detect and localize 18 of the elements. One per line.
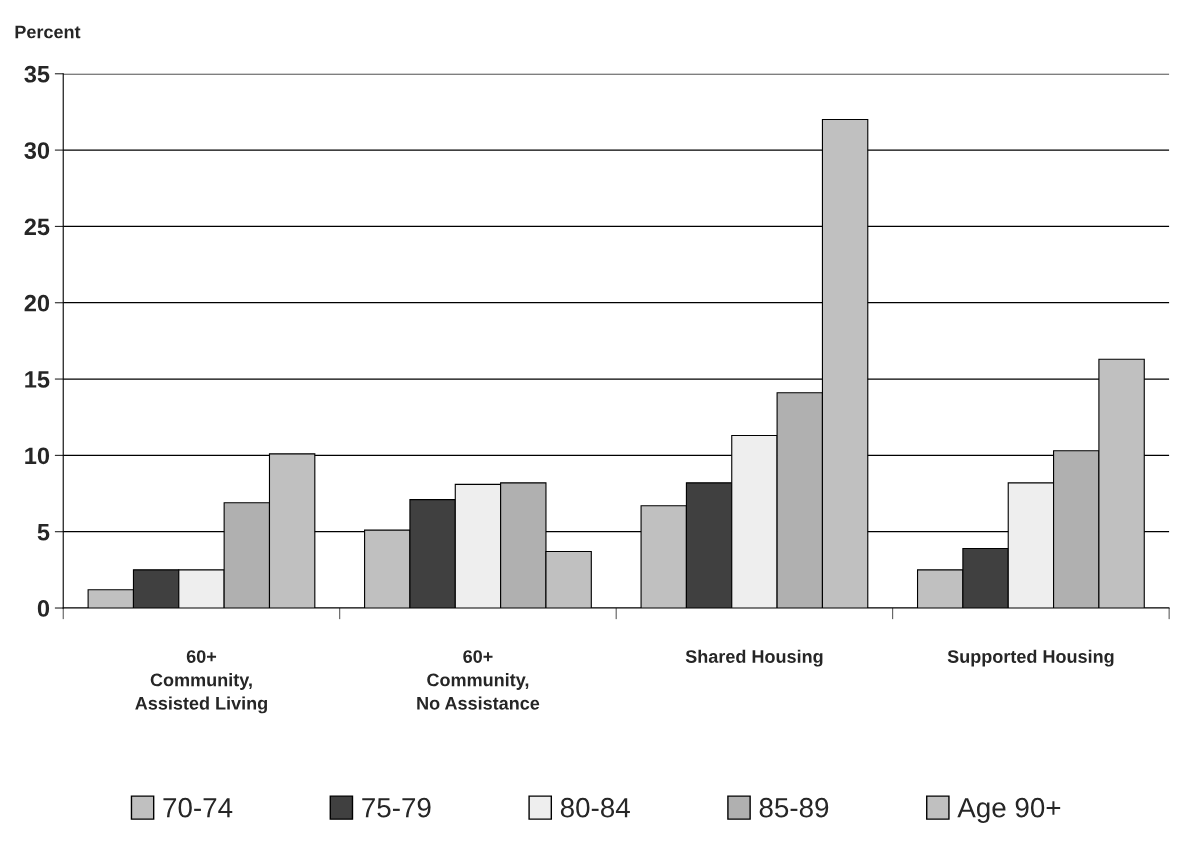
x-tick-label: Shared Housing <box>685 649 823 667</box>
y-tick-label: 5 <box>37 524 50 541</box>
x-tick-label: 60+ Community, Assisted Living <box>135 650 267 714</box>
y-tick-label: 0 <box>37 600 50 617</box>
y-axis-title: Percent <box>15 25 81 39</box>
y-tick-label: 15 <box>25 371 50 388</box>
y-tick-label: 35 <box>24 65 50 83</box>
x-tick-label: Supported Housing <box>947 649 1114 667</box>
y-tick-label: 25 <box>24 218 50 236</box>
x-tick-label: 60+ Community, No Assistance <box>417 650 540 710</box>
legend-label: 80-84 <box>560 797 630 818</box>
y-tick-label: 20 <box>24 294 50 312</box>
y-tick-label: 30 <box>24 142 50 159</box>
legend-label: 70-74 <box>163 797 233 818</box>
legend-label: Age 90+ <box>957 797 1061 823</box>
y-tick-label: 10 <box>25 447 50 465</box>
legend-label: 75-79 <box>362 797 431 818</box>
legend-label: 85-89 <box>759 797 829 818</box>
